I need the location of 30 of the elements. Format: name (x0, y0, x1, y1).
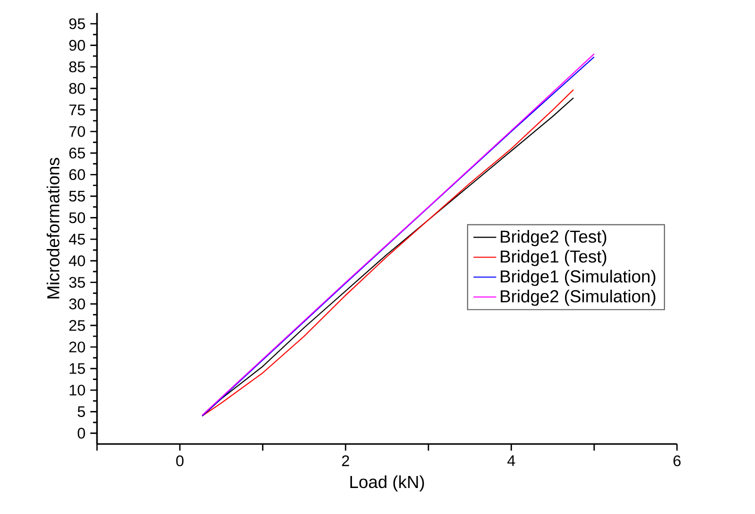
y-tick-label: 15 (70, 363, 85, 374)
y-tick-label: 45 (68, 234, 85, 245)
y-tick-label: 70 (69, 126, 86, 137)
legend-label: Bridge2 (Simulation) (500, 290, 656, 306)
y-tick-label: 35 (69, 276, 85, 288)
y-tick-label: 40 (68, 255, 86, 266)
legend-label: Bridge2 (Test) (500, 230, 606, 246)
y-tick-label: 85 (69, 61, 85, 72)
x-tick-label: 2 (342, 455, 350, 466)
x-tick-label: 6 (674, 455, 681, 466)
y-tick-label: 10 (70, 384, 86, 396)
x-tick-label: 4 (507, 455, 516, 466)
y-tick-label: 90 (69, 40, 86, 51)
y-tick-label: 30 (69, 298, 86, 310)
x-tick-label: 0 (176, 455, 184, 466)
legend-label: Bridge1 (Simulation) (500, 270, 656, 286)
y-tick-label: 80 (69, 82, 86, 94)
y-tick-label: 0 (78, 428, 86, 439)
y-tick-label: 75 (69, 104, 85, 116)
y-tick-label: 25 (69, 320, 85, 331)
y-tick-label: 95 (69, 18, 85, 30)
x-axis-title: Load (kN) (350, 475, 424, 492)
y-tick-label: 65 (69, 148, 85, 158)
legend-label: Bridge1 (Test) (500, 250, 606, 266)
y-tick-label: 20 (69, 342, 86, 352)
y-tick-label: 5 (78, 406, 85, 418)
y-tick-label: 55 (69, 190, 85, 202)
y-tick-label: 50 (69, 212, 86, 224)
y-axis-title: Microdeformations (46, 158, 60, 298)
y-tick-label: 60 (69, 169, 86, 180)
